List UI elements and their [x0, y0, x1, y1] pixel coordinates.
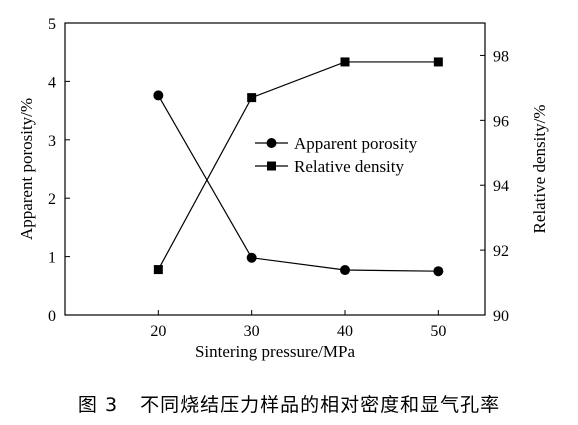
- density-point: [153, 265, 163, 275]
- density-point: [247, 93, 257, 103]
- legend-density-label: Relative density: [294, 157, 405, 176]
- density-point: [433, 57, 443, 67]
- y-axis-label-left: Apparent porosity/%: [17, 98, 36, 240]
- y-axis-label-right: Relative density/%: [530, 105, 549, 234]
- y-right-tick-label: 94: [493, 178, 509, 195]
- y-left-tick-label: 5: [48, 16, 56, 33]
- plot-frame: [64, 22, 486, 316]
- density-series-line: [157, 61, 439, 270]
- porosity-point: [246, 252, 257, 263]
- y-right-tick-label: 92: [493, 243, 509, 260]
- porosity-point: [340, 265, 350, 276]
- x-tick-label: 20: [150, 323, 166, 340]
- porosity-series-line: [157, 95, 439, 272]
- y-left-tick-label: 1: [48, 250, 56, 267]
- figure-caption-text: 不同烧结压力样品的相对密度和显气孔率: [140, 394, 501, 416]
- legend-porosity-marker: [266, 138, 277, 148]
- porosity-point: [433, 266, 444, 277]
- x-tick-label: 50: [430, 323, 446, 340]
- density-point: [340, 57, 350, 67]
- chart: 20 30 40 50 0 1 2 3 4 5 90 92 94 96 98 Apparent porosi…: [17, 16, 549, 361]
- figure-caption: 图 3 不同烧结压力样品的相对密度和显气孔率: [0, 390, 578, 417]
- y-left-tick-label: 0: [48, 308, 56, 325]
- y-left-tick-label: 4: [48, 74, 56, 91]
- x-tick-label: 40: [337, 323, 353, 340]
- y-right-tick-label: 98: [493, 48, 509, 65]
- x-tick-label: 30: [244, 323, 260, 340]
- y-left-tick-label: 3: [48, 133, 56, 150]
- y-right-tick-label: 90: [493, 308, 509, 325]
- legend-density-marker: [267, 161, 276, 171]
- y-left-tick-label: 2: [48, 191, 56, 208]
- legend-porosity-label: Apparent porosity: [294, 134, 418, 153]
- figure-number: 图 3: [77, 394, 119, 416]
- x-axis-label: Sintering pressure/MPa: [195, 342, 356, 361]
- y-right-tick-label: 96: [493, 113, 509, 130]
- porosity-point: [153, 90, 164, 101]
